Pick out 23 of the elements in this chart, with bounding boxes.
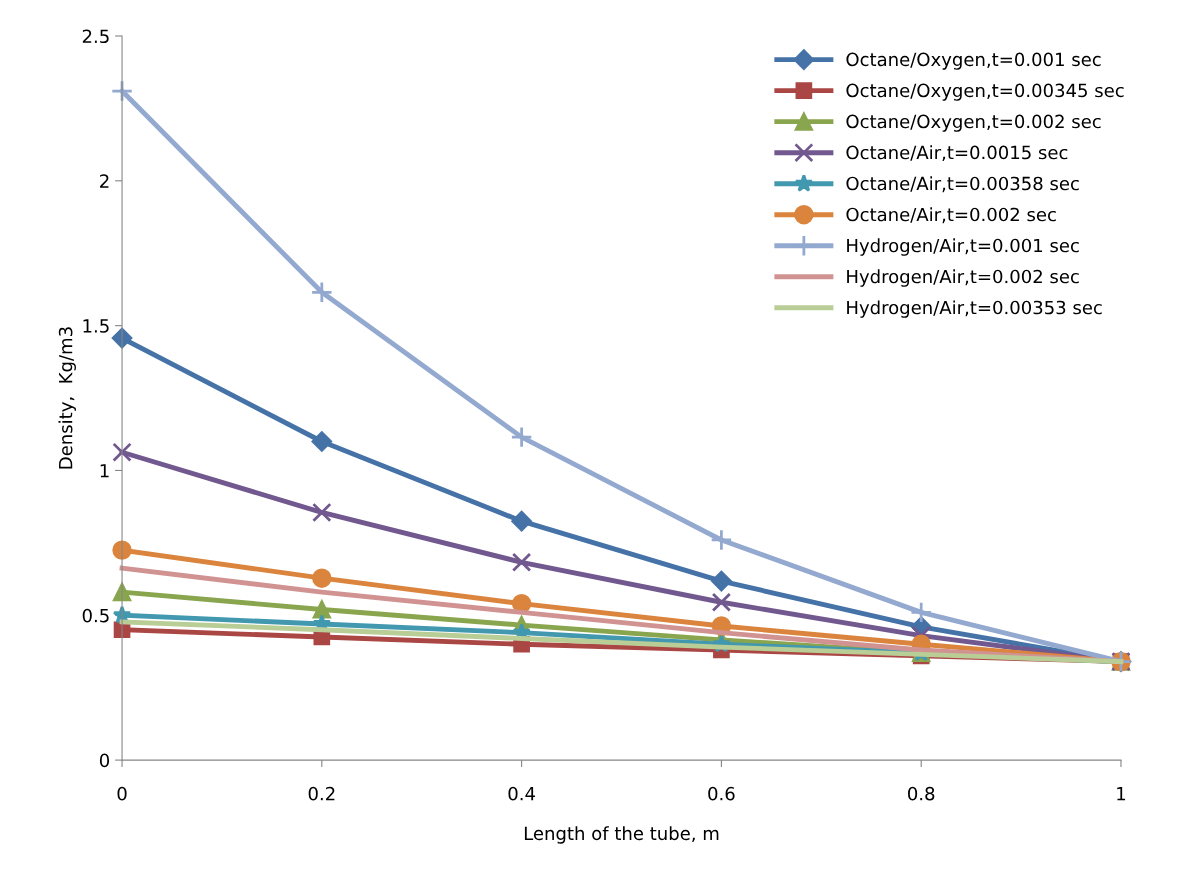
y-tick-label: 2 <box>100 174 109 188</box>
legend-label: Octane/Oxygen,t=0.00345 sec <box>846 83 1124 101</box>
x-tick-label: 0.2 <box>308 786 335 801</box>
legend-label: Hydrogen/Air,t=0.00353 sec <box>847 300 1102 318</box>
x-tick-label: 1 <box>1117 787 1126 801</box>
y-tick-label: 1.5 <box>83 319 109 333</box>
legend-label: Hydrogen/Air,t=0.001 sec <box>847 238 1079 256</box>
x-tick-label: 0.4 <box>508 786 535 801</box>
legend-label: Octane/Air,t=0.00358 sec <box>846 176 1079 193</box>
y-tick-label: 1 <box>100 464 109 478</box>
legend-label: Octane/Air,t=0.0015 sec <box>846 145 1068 162</box>
legend-label: Octane/Oxygen,t=0.002 sec <box>846 114 1101 132</box>
x-tick-label: 0 <box>117 786 127 801</box>
y-tick-label: 0 <box>99 753 110 768</box>
legend-label: Hydrogen/Air,t=0.002 sec <box>847 269 1079 287</box>
x-axis-title: Length of the tube, m <box>524 826 719 844</box>
y-axis-title: Density, Kg/m3 <box>58 327 76 469</box>
legend-label: Octane/Oxygen,t=0.001 sec <box>846 52 1101 70</box>
x-tick-label: 0.8 <box>908 786 935 801</box>
y-tick-label: 0.5 <box>82 608 109 623</box>
x-tick-label: 0.6 <box>708 786 735 801</box>
y-tick-label: 2.5 <box>82 29 109 44</box>
legend-label: Octane/Air,t=0.002 sec <box>846 207 1056 224</box>
